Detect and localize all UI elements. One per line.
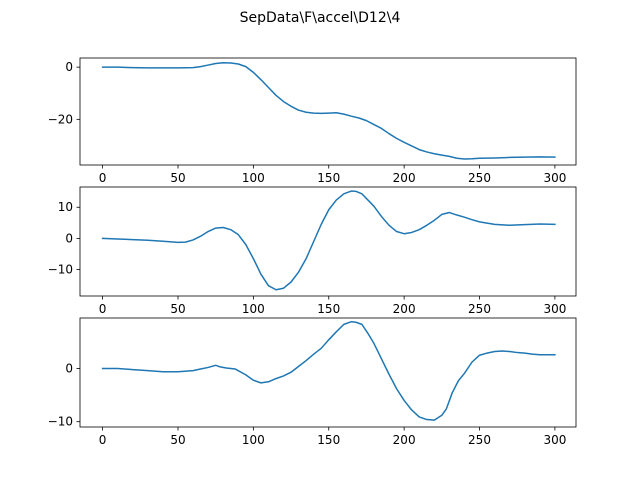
x-tick-label: 300 <box>543 433 566 447</box>
subplot-1: 0 50 100 150 200 250 300 0 −20 <box>48 57 577 185</box>
axes-frame <box>79 317 577 428</box>
x-tick-label: 250 <box>468 302 491 316</box>
y-tick-label: −20 <box>48 112 73 126</box>
x-tick-label: 300 <box>543 171 566 185</box>
y-tick-label: −10 <box>48 415 73 429</box>
x-tick-label: 200 <box>393 302 416 316</box>
x-tick-label: 0 <box>99 302 107 316</box>
y-tick-label: 0 <box>65 60 73 74</box>
x-tick-label: 50 <box>170 433 185 447</box>
x-tick-label: 0 <box>99 433 107 447</box>
figure-title: SepData\F\accel\D12\4 <box>240 10 401 26</box>
x-tick-label: 300 <box>543 302 566 316</box>
x-tick-label: 100 <box>242 433 265 447</box>
y-tick-label: 0 <box>65 231 73 245</box>
y-tick-label: −10 <box>48 263 73 277</box>
x-tick-label: 250 <box>468 171 491 185</box>
y-tick-label: 0 <box>65 362 73 376</box>
x-tick-label: 200 <box>393 433 416 447</box>
x-tick-label: 150 <box>317 302 340 316</box>
x-tick-label: 100 <box>242 302 265 316</box>
subplot-3: 0 50 100 150 200 250 300 0 −10 <box>48 317 577 447</box>
x-tick-label: 250 <box>468 433 491 447</box>
series-line-1 <box>101 61 556 160</box>
x-tick-label: 200 <box>393 171 416 185</box>
x-tick-label: 150 <box>317 171 340 185</box>
x-tick-label: 50 <box>170 171 185 185</box>
y-tick-label: 10 <box>58 200 73 214</box>
x-tick-label: 100 <box>242 171 265 185</box>
series-line-2 <box>101 190 556 291</box>
x-tick-label: 150 <box>317 433 340 447</box>
axes-frame <box>79 57 577 166</box>
series-line-3 <box>101 320 556 421</box>
axes-frame <box>79 186 577 297</box>
x-tick-label: 50 <box>170 302 185 316</box>
x-tick-label: 0 <box>99 171 107 185</box>
